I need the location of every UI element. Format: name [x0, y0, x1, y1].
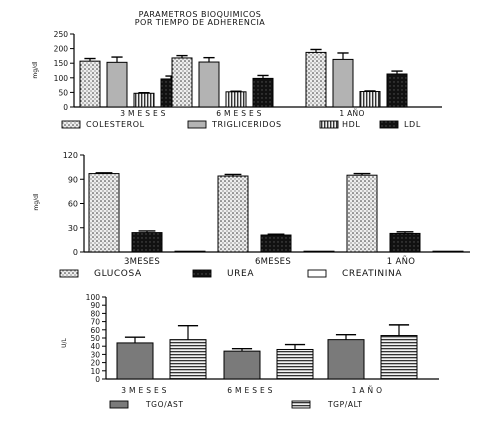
bar — [389, 232, 421, 253]
bar — [359, 91, 381, 108]
y-tick-label: 50 — [58, 88, 68, 97]
bar — [217, 175, 249, 253]
x-tick-label: 3MESES — [124, 257, 160, 267]
bar — [223, 350, 261, 380]
bar — [116, 342, 154, 380]
panel-glucose-chart: mg/dl 0 30 60 90 120 3MESES 6MESES 1 AÑO GLUCOSA U… — [33, 151, 470, 279]
y-tick-label: 250 — [54, 30, 69, 39]
y-tick-label: 50 — [90, 334, 100, 343]
x-tick-label: 1 AÑO — [387, 256, 415, 267]
bar — [171, 57, 193, 108]
y-tick-label: 30 — [68, 224, 78, 233]
y-tick-label: 200 — [54, 45, 69, 54]
bar — [131, 232, 163, 253]
bar — [327, 339, 365, 380]
y-tick-label: 0 — [73, 248, 78, 257]
bar — [346, 174, 378, 253]
legend-label: LDL — [404, 120, 421, 129]
legend-swatch — [187, 120, 207, 129]
bar — [174, 250, 206, 253]
y-axis-label: mg/dl — [33, 193, 40, 210]
y-tick-label: 0 — [63, 103, 68, 112]
y-tick-label: 120 — [63, 151, 78, 160]
x-tick-label: 3 M E S E S — [120, 109, 165, 118]
bar — [303, 250, 335, 253]
y-tick-label: 10 — [90, 367, 100, 376]
legend-label: COLESTEROL — [86, 120, 145, 129]
legend-swatch — [379, 120, 399, 129]
bar — [133, 92, 155, 108]
bar — [169, 339, 207, 380]
legend-swatch — [109, 400, 129, 409]
y-tick-label: 0 — [95, 375, 100, 384]
bar — [305, 51, 327, 108]
y-tick-label: 60 — [68, 200, 78, 209]
bar — [386, 73, 408, 108]
bar — [88, 173, 120, 253]
y-tick-label: 80 — [90, 309, 100, 318]
bar — [332, 58, 354, 108]
y-tick-label: 60 — [90, 326, 100, 335]
y-tick-label: 150 — [54, 59, 69, 68]
legend-swatch — [319, 120, 339, 129]
bar — [252, 77, 274, 108]
x-tick-label: 3 M E S E S — [121, 386, 166, 395]
chart-title: PARAMETROS BIOQUIMICOS — [139, 10, 262, 19]
y-axis-label: U/L — [61, 337, 68, 347]
x-tick-label: 6MESES — [255, 257, 291, 267]
bar — [198, 61, 220, 108]
y-tick-label: 100 — [54, 74, 69, 83]
legend-label: TGO/AST — [145, 400, 184, 409]
y-tick-label: 100 — [86, 293, 101, 302]
legend-swatch — [307, 269, 327, 278]
y-tick-label: 20 — [90, 359, 100, 368]
legend-swatch — [61, 120, 81, 129]
legend-swatch — [291, 400, 311, 409]
legend-label: TGP/ALT — [327, 400, 363, 409]
y-tick-label: 90 — [68, 175, 78, 184]
x-tick-label: 6 M E S E S — [216, 109, 261, 118]
y-tick-label: 90 — [90, 301, 100, 310]
y-axis-label: mg/dl — [32, 61, 39, 78]
legend-swatch — [192, 269, 212, 278]
bar — [225, 91, 247, 108]
y-tick-label: 40 — [90, 342, 100, 351]
legend-label: HDL — [342, 120, 360, 129]
bar — [380, 335, 418, 380]
legend-label: UREA — [227, 269, 254, 279]
legend-swatch — [59, 269, 79, 278]
y-tick-label: 30 — [90, 350, 100, 359]
bar — [106, 61, 128, 108]
x-tick-label: 6 M E S E S — [227, 386, 272, 395]
legend-label: GLUCOSA — [94, 269, 142, 279]
x-tick-label: 1 AÑO — [339, 109, 364, 118]
bar — [79, 60, 101, 108]
legend-label: TRIGLICERIDOS — [211, 120, 282, 129]
bar — [260, 234, 292, 253]
bar — [432, 250, 464, 253]
legend-label: CREATININA — [342, 269, 402, 279]
bar — [276, 348, 314, 380]
y-tick-label: 70 — [90, 318, 100, 327]
chart-title: POR TIEMPO DE ADHERENCIA — [135, 18, 266, 27]
x-tick-label: 1 A Ñ O — [352, 386, 383, 395]
